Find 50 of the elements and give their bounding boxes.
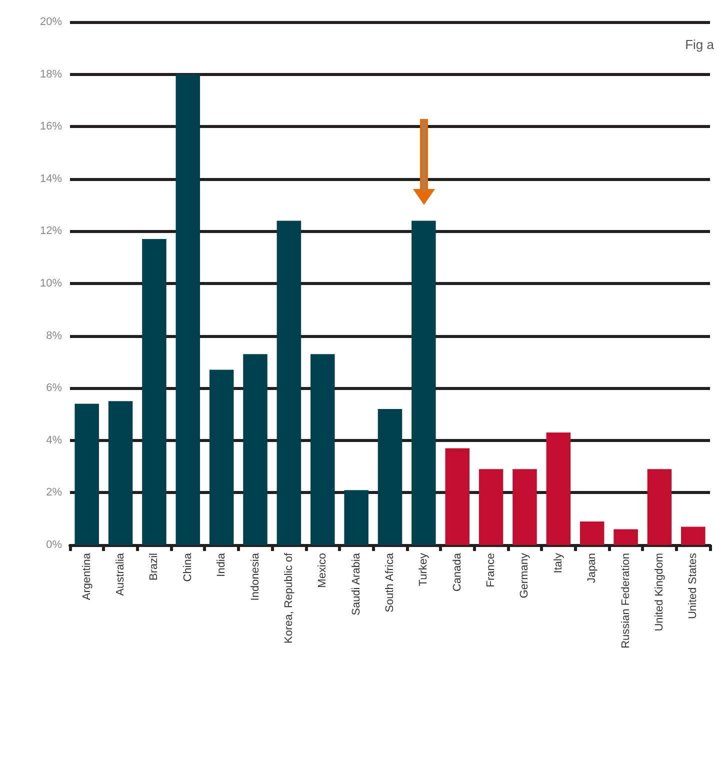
bar bbox=[243, 354, 268, 545]
bar bbox=[614, 529, 638, 545]
bar bbox=[108, 401, 133, 545]
y-tick-label: 14% bbox=[40, 172, 62, 185]
bar bbox=[647, 469, 672, 545]
y-tick-label: 20% bbox=[40, 16, 62, 28]
bar bbox=[209, 370, 234, 545]
x-tick-label: United States bbox=[687, 552, 700, 620]
bar bbox=[176, 74, 200, 545]
x-tick-label: United Kingdom bbox=[653, 553, 666, 632]
x-tick-label: Australia bbox=[114, 552, 127, 596]
y-tick-label: 4% bbox=[46, 434, 62, 446]
x-tick-label: France bbox=[485, 553, 498, 588]
bar bbox=[276, 220, 302, 545]
x-tick-label: Mexico bbox=[316, 553, 329, 588]
bar bbox=[546, 432, 571, 545]
bar bbox=[142, 239, 166, 545]
y-tick-label: 6% bbox=[46, 382, 62, 394]
y-tick-label: 18% bbox=[40, 68, 62, 80]
x-tick-label: Turkey bbox=[418, 552, 430, 586]
x-tick-label: Italy bbox=[552, 552, 564, 574]
bar bbox=[378, 409, 402, 545]
x-tick-label: China bbox=[182, 552, 194, 582]
y-tick-label: 12% bbox=[40, 225, 62, 238]
x-tick-label: Brazil bbox=[148, 553, 160, 581]
x-tick-label: Russian Federation bbox=[620, 553, 632, 648]
x-tick-label: Canada bbox=[451, 552, 464, 592]
y-tick-label: 8% bbox=[46, 330, 62, 342]
x-tick-label: Germany bbox=[518, 552, 531, 598]
bar bbox=[512, 469, 537, 545]
y-tick-label: 2% bbox=[46, 486, 62, 499]
y-tick-label: 16% bbox=[40, 120, 62, 133]
x-tick-label: Saudi Arabia bbox=[350, 552, 362, 616]
x-tick-label: India bbox=[216, 552, 228, 577]
x-tick-label: South Africa bbox=[384, 552, 396, 612]
x-tick-label: Argentina bbox=[80, 552, 93, 600]
y-tick-label: 10% bbox=[40, 278, 62, 290]
annotation: Fig a bbox=[685, 37, 715, 52]
bar bbox=[74, 404, 99, 545]
x-tick-label: Korea, Republic of bbox=[282, 552, 295, 644]
y-tick-label: 0% bbox=[46, 539, 62, 551]
bar bbox=[445, 448, 470, 545]
bar bbox=[344, 490, 368, 545]
bar bbox=[310, 354, 335, 545]
x-tick-label: Japan bbox=[586, 553, 598, 583]
bar bbox=[681, 526, 706, 545]
bar bbox=[412, 220, 436, 545]
bar bbox=[580, 521, 604, 545]
bar bbox=[478, 469, 504, 545]
x-tick-label: Indonesia bbox=[249, 552, 262, 601]
